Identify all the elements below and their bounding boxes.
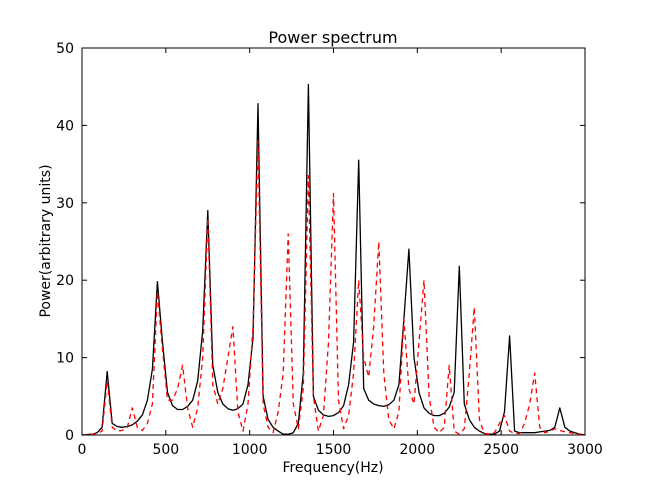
x-tick-label: 1000	[232, 442, 268, 458]
x-tick-label: 0	[78, 442, 87, 458]
x-tick-label: 3000	[567, 442, 603, 458]
x-tick-label: 1500	[316, 442, 352, 458]
x-tick-label: 500	[152, 442, 179, 458]
x-axis-label: Frequency(Hz)	[282, 460, 383, 476]
series-line-1	[81, 83, 586, 436]
y-axis-label: Power(arbitrary units)	[38, 164, 54, 317]
tick-layer: 0 500 1000 1500 2000 2500 3000 0 10 20 30 40 50	[56, 41, 603, 458]
y-tick-label: 30	[56, 196, 74, 212]
x-tick-label: 2500	[483, 442, 519, 458]
series-layer	[81, 83, 586, 436]
chart-title: Power spectrum	[268, 28, 397, 47]
y-tick-label: 40	[56, 118, 74, 134]
y-tick-label: 0	[65, 428, 74, 444]
y-tick-label: 10	[56, 351, 74, 367]
x-tick-label: 2000	[400, 442, 436, 458]
plot-frame	[81, 47, 586, 436]
y-tick-label: 50	[56, 41, 74, 57]
y-tick-label: 20	[56, 273, 74, 289]
series-line-2	[81, 140, 586, 436]
